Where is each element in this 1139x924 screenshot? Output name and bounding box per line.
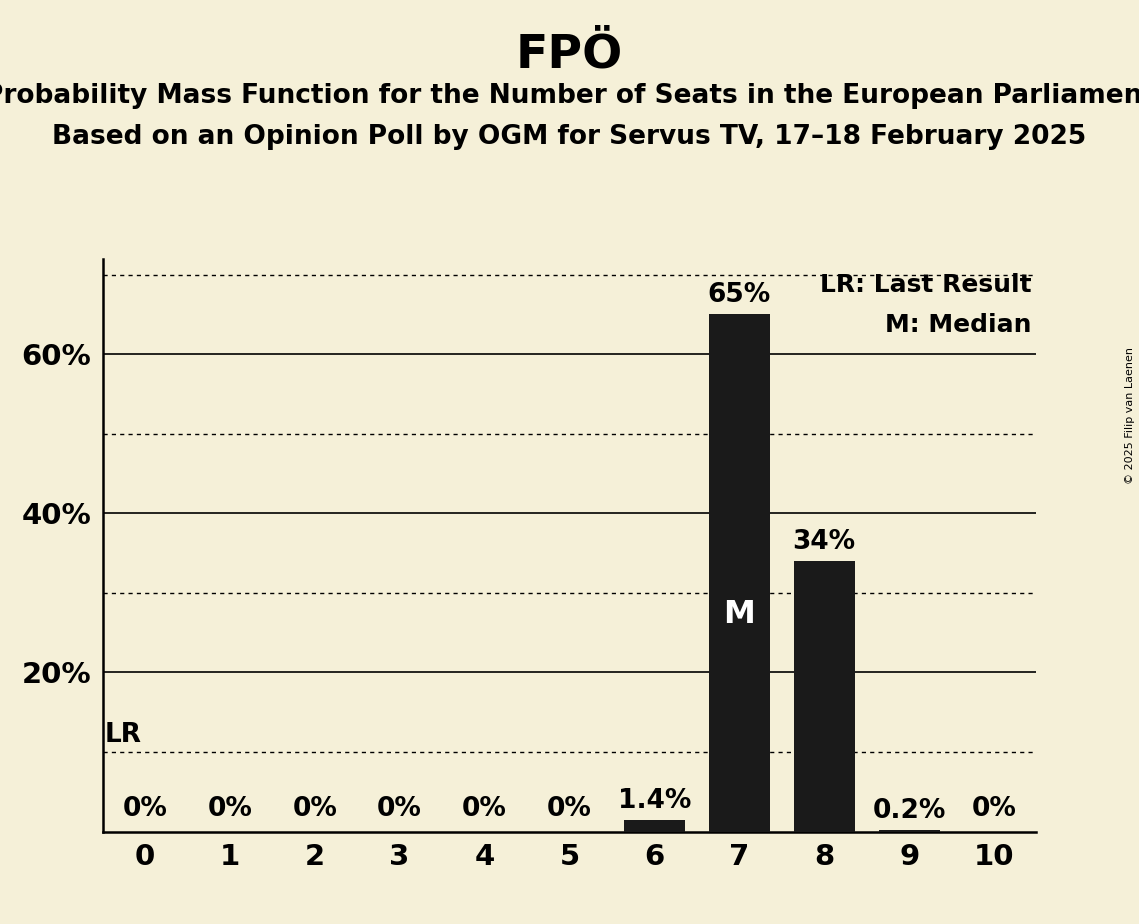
Text: LR: Last Result: LR: Last Result	[820, 274, 1032, 297]
Text: 0%: 0%	[123, 796, 167, 822]
Text: M: M	[723, 599, 755, 630]
Text: 34%: 34%	[793, 529, 855, 554]
Text: M: Median: M: Median	[885, 313, 1032, 337]
Bar	[878, 830, 940, 832]
Text: Based on an Opinion Poll by OGM for Servus TV, 17–18 February 2025: Based on an Opinion Poll by OGM for Serv…	[52, 124, 1087, 150]
Text: 65%: 65%	[707, 282, 771, 308]
Text: 0%: 0%	[293, 796, 337, 822]
Text: 0%: 0%	[462, 796, 507, 822]
Text: 1.4%: 1.4%	[617, 788, 691, 814]
Bar	[708, 314, 770, 832]
Text: © 2025 Filip van Laenen: © 2025 Filip van Laenen	[1125, 347, 1134, 484]
Text: 0.2%: 0.2%	[872, 797, 945, 823]
Text: 0%: 0%	[972, 796, 1016, 822]
Text: LR: LR	[105, 722, 142, 748]
Text: FPÖ: FPÖ	[516, 32, 623, 78]
Text: 0%: 0%	[547, 796, 592, 822]
Text: Probability Mass Function for the Number of Seats in the European Parliament: Probability Mass Function for the Number…	[0, 83, 1139, 109]
Bar	[624, 821, 685, 832]
Text: 0%: 0%	[377, 796, 423, 822]
Bar	[794, 561, 854, 832]
Text: 0%: 0%	[207, 796, 253, 822]
